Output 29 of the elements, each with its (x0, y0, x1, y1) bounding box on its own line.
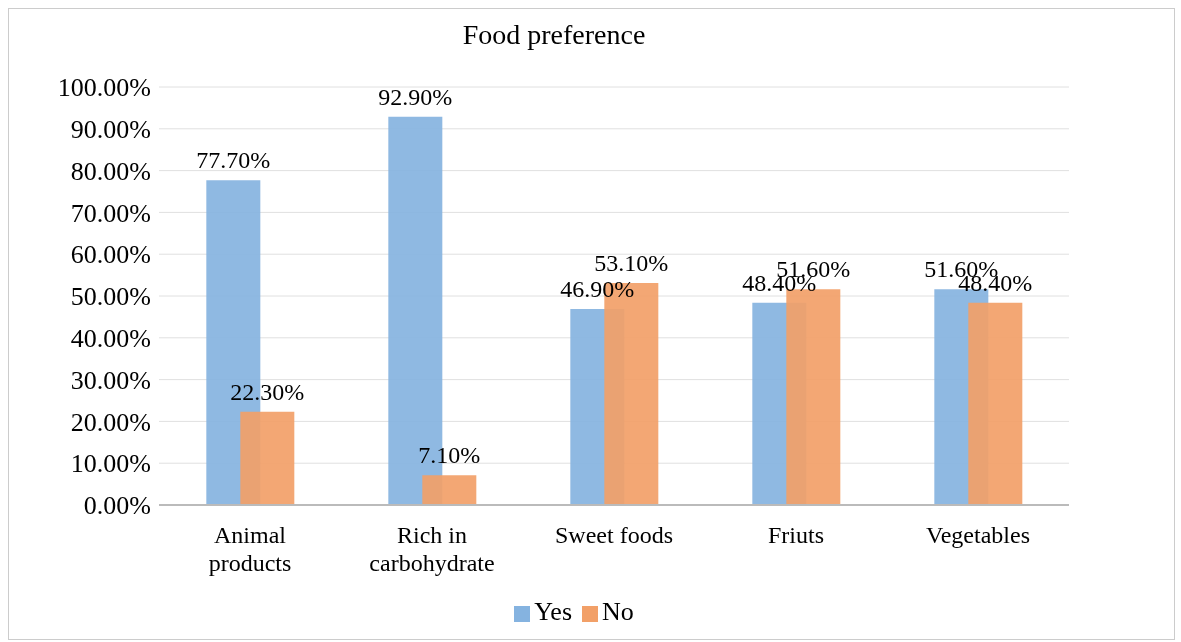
bar (968, 302, 1023, 505)
data-label: 7.10% (418, 442, 481, 469)
y-tick-label: 10.00% (70, 449, 151, 479)
bar (422, 475, 477, 505)
y-tick-label: 90.00% (70, 115, 151, 145)
legend-label: No (602, 597, 634, 626)
x-tick-label: Rich in carbohydrate (369, 522, 495, 576)
chart-title: Food preference (461, 19, 647, 51)
y-tick-label: 80.00% (70, 156, 151, 186)
x-tick-label: Sweet foods (555, 522, 673, 548)
data-label: 92.90% (378, 83, 453, 110)
y-tick-label: 60.00% (70, 240, 151, 270)
legend-label: Yes (534, 597, 573, 626)
data-label: 22.30% (230, 378, 305, 405)
x-tick-label: Friuts (767, 522, 825, 548)
data-label: 53.10% (594, 250, 669, 277)
y-tick-label: 100.00% (57, 73, 151, 103)
y-tick-label: 70.00% (70, 198, 151, 228)
bar (786, 289, 841, 505)
x-tick-label: Animal products (208, 522, 292, 576)
y-tick-label: 40.00% (70, 324, 151, 354)
y-tick-label: 30.00% (70, 365, 151, 395)
data-label: 46.90% (560, 275, 635, 302)
y-tick-label: 20.00% (70, 407, 151, 437)
y-tick-label: 0.00% (83, 491, 151, 521)
y-tick-label: 50.00% (70, 282, 151, 312)
bar (240, 411, 295, 505)
data-label: 77.70% (196, 147, 271, 174)
x-tick-label: Vegetables (926, 522, 1030, 548)
